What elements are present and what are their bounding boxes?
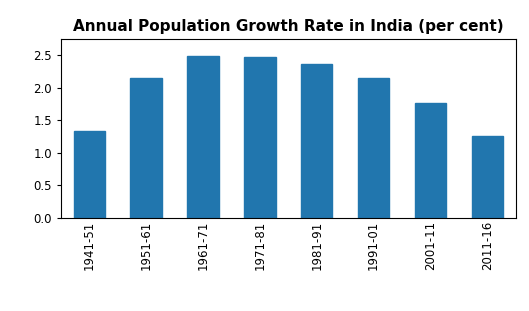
Bar — [74, 131, 105, 218]
Bar — [415, 103, 446, 218]
Bar — [244, 57, 276, 218]
Bar — [187, 56, 218, 218]
Bar — [472, 137, 503, 218]
Bar — [301, 63, 332, 218]
Bar — [131, 78, 162, 218]
Title: Annual Population Growth Rate in India (per cent): Annual Population Growth Rate in India (… — [73, 19, 504, 34]
Bar — [358, 78, 389, 218]
